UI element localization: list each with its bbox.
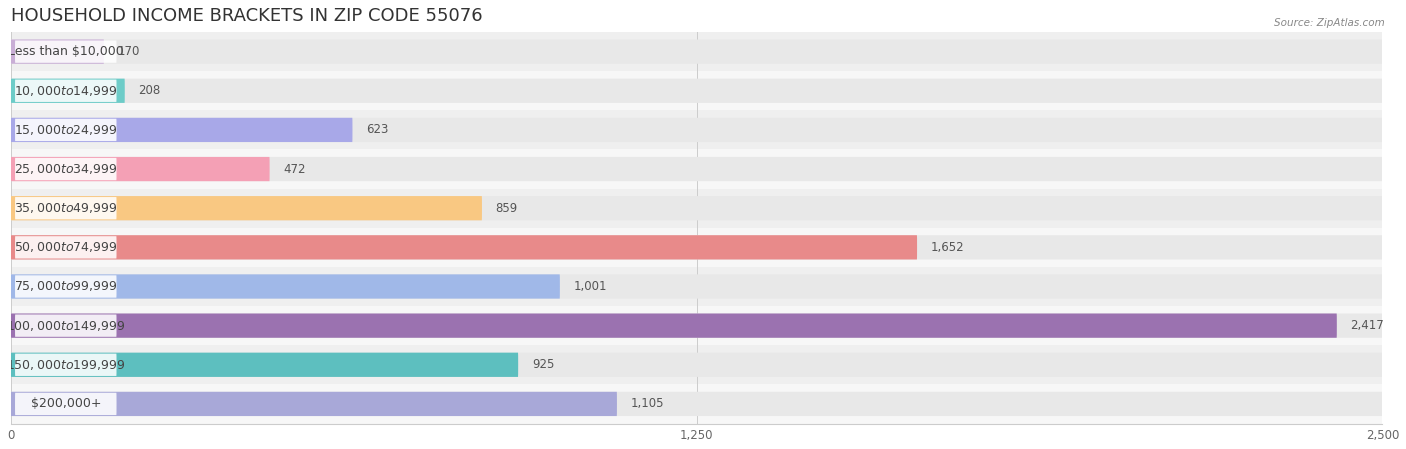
FancyBboxPatch shape bbox=[11, 235, 917, 260]
Text: 1,652: 1,652 bbox=[931, 241, 965, 254]
FancyBboxPatch shape bbox=[11, 157, 270, 181]
Text: Source: ZipAtlas.com: Source: ZipAtlas.com bbox=[1274, 18, 1385, 28]
Bar bbox=[11, 189, 1382, 228]
FancyBboxPatch shape bbox=[15, 236, 117, 259]
Text: $75,000 to $99,999: $75,000 to $99,999 bbox=[14, 279, 118, 294]
FancyBboxPatch shape bbox=[11, 40, 1382, 64]
FancyBboxPatch shape bbox=[11, 392, 617, 416]
Bar bbox=[11, 345, 1382, 384]
Text: 208: 208 bbox=[138, 84, 160, 97]
FancyBboxPatch shape bbox=[11, 352, 1382, 377]
Text: $35,000 to $49,999: $35,000 to $49,999 bbox=[14, 201, 118, 215]
FancyBboxPatch shape bbox=[11, 392, 1382, 416]
Text: $50,000 to $74,999: $50,000 to $74,999 bbox=[14, 240, 118, 254]
Text: 1,001: 1,001 bbox=[574, 280, 607, 293]
Bar bbox=[11, 71, 1382, 110]
FancyBboxPatch shape bbox=[15, 40, 117, 63]
FancyBboxPatch shape bbox=[15, 197, 117, 220]
Bar bbox=[11, 150, 1382, 189]
Text: $100,000 to $149,999: $100,000 to $149,999 bbox=[6, 319, 125, 333]
FancyBboxPatch shape bbox=[11, 313, 1382, 338]
FancyBboxPatch shape bbox=[11, 274, 560, 299]
Text: 623: 623 bbox=[366, 123, 388, 136]
Bar bbox=[11, 267, 1382, 306]
FancyBboxPatch shape bbox=[11, 235, 1382, 260]
Text: Less than $10,000: Less than $10,000 bbox=[8, 45, 124, 58]
FancyBboxPatch shape bbox=[11, 79, 1382, 103]
FancyBboxPatch shape bbox=[11, 40, 104, 64]
FancyBboxPatch shape bbox=[11, 274, 1382, 299]
Bar bbox=[11, 384, 1382, 423]
Bar bbox=[11, 228, 1382, 267]
Bar bbox=[11, 32, 1382, 71]
Bar bbox=[11, 110, 1382, 150]
Text: $25,000 to $34,999: $25,000 to $34,999 bbox=[14, 162, 118, 176]
FancyBboxPatch shape bbox=[15, 393, 117, 415]
Text: 472: 472 bbox=[284, 163, 307, 176]
Text: HOUSEHOLD INCOME BRACKETS IN ZIP CODE 55076: HOUSEHOLD INCOME BRACKETS IN ZIP CODE 55… bbox=[11, 7, 482, 25]
Text: $15,000 to $24,999: $15,000 to $24,999 bbox=[14, 123, 118, 137]
Text: 925: 925 bbox=[531, 358, 554, 371]
Text: 1,105: 1,105 bbox=[631, 397, 664, 410]
Bar bbox=[11, 306, 1382, 345]
FancyBboxPatch shape bbox=[11, 352, 519, 377]
FancyBboxPatch shape bbox=[15, 354, 117, 376]
FancyBboxPatch shape bbox=[15, 314, 117, 337]
Text: $150,000 to $199,999: $150,000 to $199,999 bbox=[6, 358, 125, 372]
FancyBboxPatch shape bbox=[11, 313, 1337, 338]
FancyBboxPatch shape bbox=[15, 158, 117, 180]
FancyBboxPatch shape bbox=[11, 118, 353, 142]
Text: $10,000 to $14,999: $10,000 to $14,999 bbox=[14, 84, 118, 98]
FancyBboxPatch shape bbox=[11, 118, 1382, 142]
Text: $200,000+: $200,000+ bbox=[31, 397, 101, 410]
Text: 2,417: 2,417 bbox=[1351, 319, 1385, 332]
FancyBboxPatch shape bbox=[11, 196, 1382, 220]
Text: 170: 170 bbox=[118, 45, 141, 58]
FancyBboxPatch shape bbox=[15, 119, 117, 141]
FancyBboxPatch shape bbox=[11, 79, 125, 103]
FancyBboxPatch shape bbox=[11, 196, 482, 220]
Text: 859: 859 bbox=[496, 202, 517, 215]
FancyBboxPatch shape bbox=[15, 275, 117, 298]
FancyBboxPatch shape bbox=[15, 79, 117, 102]
FancyBboxPatch shape bbox=[11, 157, 1382, 181]
